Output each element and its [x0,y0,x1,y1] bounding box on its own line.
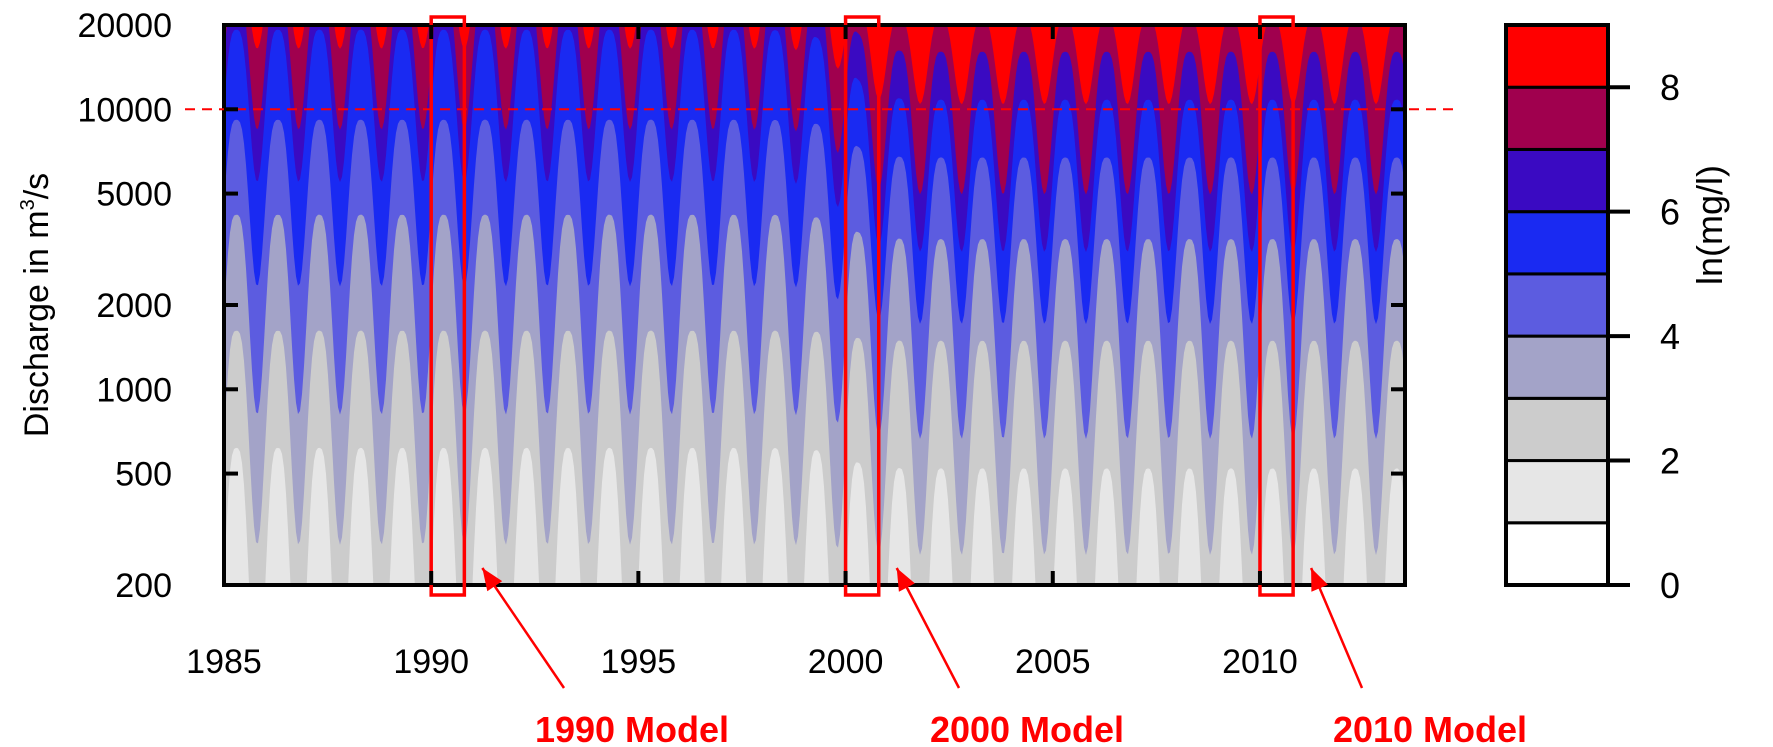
colorbar-swatch-4 [1504,272,1610,338]
x-axis: 1985 1990 1995 2000 2005 2010 [186,25,1298,681]
band-level-6 [224,25,1405,252]
model-label: 2010 Model [1333,709,1527,747]
y-axis: 20000 10000 5000 2000 1000 500 200 [77,7,1405,605]
model-arrow-head-2 [1311,568,1328,592]
x-tick-label: 1985 [186,643,262,681]
colorbar-label: ln(mg/l) [1689,165,1730,285]
y-tick-label: 5000 [96,176,172,214]
x-tick-label: 2000 [808,643,884,681]
model-window-1 [843,15,881,597]
model-label: 1990 Model [535,709,729,747]
colorbar-frame [1504,23,1610,587]
y-tick-label: 1000 [96,371,172,409]
colorbar-tick-label: 4 [1660,316,1680,357]
colorbar-swatch-1 [1504,459,1610,525]
model-arrow-head-1 [896,568,915,592]
model-window-0 [429,15,467,597]
y-tick-label: 200 [115,567,172,605]
x-tick-label: 2010 [1222,643,1298,681]
model-arrow-line-1 [895,567,961,689]
model-windows: 1990 Model 2000 Model 2010 Model [429,15,1527,747]
colorbar-swatch-7 [1504,85,1610,151]
colorbar-swatch-6 [1504,147,1610,214]
colorbar-swatch-3 [1504,334,1610,400]
y-tick-label: 10000 [77,91,172,129]
colorbar-tick-label: 8 [1660,67,1680,108]
plot-area [222,23,1407,587]
band-level-8 [251,25,1405,105]
x-tick-label: 1995 [601,643,677,681]
y-tick-label: 2000 [96,287,172,325]
model-arrow-line-0 [481,567,566,689]
x-tick-label: 2005 [1015,643,1091,681]
y-tick-label: 500 [115,456,172,494]
colorbar-swatch-8 [1504,23,1610,89]
colorbar-swatch-0 [1504,521,1610,587]
contour-bands [224,25,1405,585]
model-arrow-head-0 [482,568,503,592]
colorbar-swatch-5 [1504,210,1610,276]
colorbar-tick-label: 2 [1660,441,1680,482]
colorbar: 0 2 4 6 8 [1504,23,1680,606]
model-window-2 [1258,15,1295,597]
colorbar-swatch-2 [1504,396,1610,463]
colorbar-tick-label: 0 [1660,565,1680,606]
colorbar-tick-label: 6 [1660,192,1680,233]
y-tick-label: 20000 [77,7,172,45]
y-axis-label: Discharge in m3/s [17,173,56,437]
x-tick-label: 1990 [393,643,469,681]
model-label: 2000 Model [930,709,1124,747]
